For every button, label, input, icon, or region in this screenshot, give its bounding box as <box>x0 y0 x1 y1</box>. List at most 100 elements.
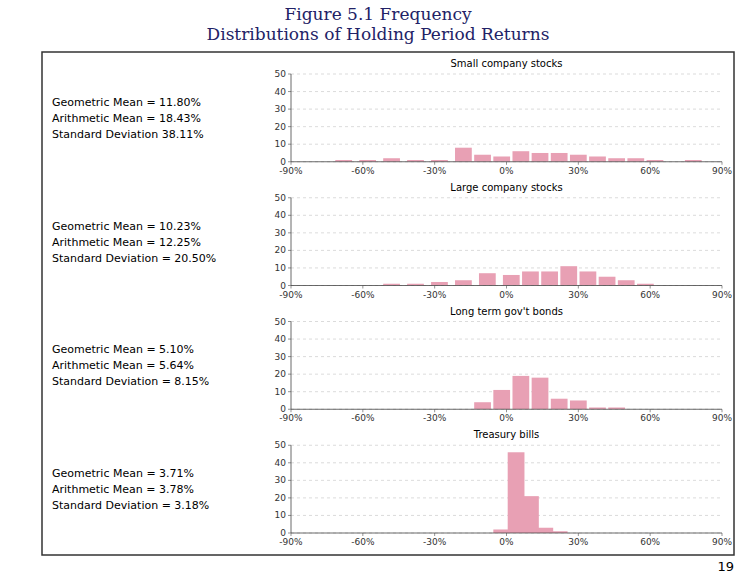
bar <box>589 156 606 161</box>
y-tick <box>288 91 291 92</box>
x-tick <box>506 286 507 289</box>
grid-line <box>291 250 722 251</box>
y-tick-label: 50 <box>275 69 287 79</box>
x-tick <box>434 409 435 412</box>
x-tick-label: -60% <box>351 537 375 547</box>
bar <box>474 402 491 409</box>
y-tick <box>288 497 291 498</box>
x-tick <box>650 162 651 165</box>
x-tick <box>578 409 579 412</box>
bar <box>383 158 400 162</box>
grid-line <box>291 321 722 322</box>
y-tick <box>288 74 291 75</box>
grid-line <box>291 91 722 92</box>
x-tick <box>362 286 363 289</box>
y-tick <box>288 144 291 145</box>
x-tick <box>722 286 723 289</box>
panel: Treasury billsGeometric Mean = 3.71%Arit… <box>52 429 732 547</box>
x-tick-label: 60% <box>640 413 660 423</box>
y-tick-label: 30 <box>275 228 287 238</box>
x-tick-label: 0% <box>499 413 514 423</box>
x-tick-label: -60% <box>351 413 375 423</box>
grid-line <box>291 480 722 481</box>
panel-title: Treasury bills <box>473 429 539 440</box>
y-tick-label: 10 <box>275 139 287 149</box>
y-tick <box>288 409 291 410</box>
y-tick-label: 50 <box>275 440 287 450</box>
y-tick <box>288 356 291 357</box>
y-axis <box>291 445 292 533</box>
x-tick-label: -30% <box>423 413 447 423</box>
bar <box>455 280 472 285</box>
bar <box>493 156 510 161</box>
grid-line <box>291 197 722 198</box>
bar <box>493 529 510 533</box>
grid-line <box>291 285 722 286</box>
x-tick-label: 60% <box>640 166 660 176</box>
stats-text: Arithmetic Mean = 3.78% <box>52 483 194 496</box>
bar <box>560 266 577 285</box>
x-tick-label: -60% <box>351 290 375 300</box>
panel-title: Large company stocks <box>450 182 562 193</box>
page-number: 19 <box>717 559 734 574</box>
bar <box>551 153 568 162</box>
y-tick-label: 20 <box>275 245 287 255</box>
page-frame <box>42 52 734 555</box>
y-tick <box>288 126 291 127</box>
stats-text: Standard Deviation = 20.50% <box>52 252 216 265</box>
grid-line <box>291 356 722 357</box>
y-tick-label: 30 <box>275 104 287 114</box>
x-tick-label: 90% <box>712 166 732 176</box>
bar <box>512 376 529 409</box>
background <box>0 0 756 576</box>
grid-line <box>291 161 722 162</box>
bar <box>455 148 472 162</box>
x-tick <box>722 162 723 165</box>
y-axis <box>291 322 292 410</box>
x-tick-label: -30% <box>423 537 447 547</box>
panel-title: Long term gov't bonds <box>450 306 563 317</box>
bar <box>570 155 587 162</box>
x-tick-label: -60% <box>351 166 375 176</box>
x-tick <box>650 409 651 412</box>
x-tick-label: 30% <box>568 413 588 423</box>
bar <box>522 496 539 533</box>
panel: Long term gov't bonds Geometric Mean = 5.… <box>52 306 732 424</box>
x-tick-label: 0% <box>499 290 514 300</box>
x-tick <box>434 286 435 289</box>
figure-title: Figure 5.1 Frequency <box>284 4 471 24</box>
grid-line <box>291 126 722 127</box>
x-tick-label: -30% <box>423 290 447 300</box>
y-tick <box>288 161 291 162</box>
x-tick <box>362 162 363 165</box>
y-tick-label: 40 <box>275 87 287 97</box>
y-tick <box>288 445 291 446</box>
stats-text: Standard Deviation = 3.18% <box>52 499 209 512</box>
x-tick-label: 30% <box>568 166 588 176</box>
stats-text: Geometric Mean = 5.10% <box>52 343 194 356</box>
grid-line <box>291 374 722 375</box>
grid-line <box>291 533 722 534</box>
y-tick <box>288 109 291 110</box>
y-tick-label: 40 <box>275 458 287 468</box>
grid-line <box>291 144 722 145</box>
y-tick <box>288 285 291 286</box>
x-tick <box>650 533 651 536</box>
panel: Small company stocksGeometric Mean = 11.… <box>52 58 732 176</box>
bar <box>431 282 448 286</box>
y-axis <box>291 74 292 162</box>
bar <box>493 390 510 409</box>
stats-text: Geometric Mean = 10.23% <box>52 220 201 233</box>
x-axis <box>291 285 722 286</box>
y-axis <box>291 198 292 286</box>
figure-title: Distributions of Holding Period Returns <box>207 24 550 44</box>
y-tick <box>288 250 291 251</box>
x-tick <box>291 409 292 412</box>
grid-line <box>291 267 722 268</box>
y-tick <box>288 533 291 534</box>
x-tick <box>362 409 363 412</box>
y-tick <box>288 462 291 463</box>
y-tick-label: 30 <box>275 352 287 362</box>
bar <box>536 528 553 533</box>
bar <box>551 399 568 410</box>
